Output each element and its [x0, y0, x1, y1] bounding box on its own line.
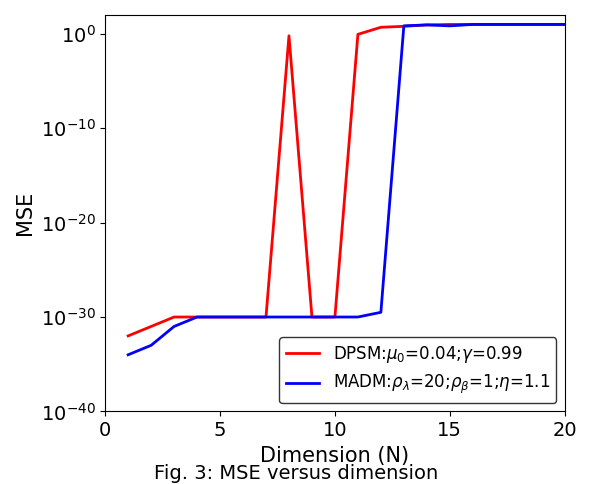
- Line: MADM:$\rho_\lambda$=20;$\rho_\beta$=1;$\eta$=1.1: MADM:$\rho_\lambda$=20;$\rho_\beta$=1;$\…: [128, 24, 565, 355]
- MADM:$\rho_\lambda$=20;$\rho_\beta$=1;$\eta$=1.1: [194, 314, 201, 320]
- DPSM:$\mu_0$=0.04;$\gamma$=0.99: [423, 22, 430, 28]
- MADM:$\rho_\lambda$=20;$\rho_\beta$=1;$\eta$=1.1: [492, 21, 499, 27]
- DPSM:$\mu_0$=0.04;$\gamma$=0.99: [308, 314, 316, 320]
- MADM:$\rho_\lambda$=20;$\rho_\beta$=1;$\eta$=1.1: [124, 352, 131, 358]
- DPSM:$\mu_0$=0.04;$\gamma$=0.99: [561, 21, 568, 27]
- DPSM:$\mu_0$=0.04;$\gamma$=0.99: [515, 21, 522, 27]
- DPSM:$\mu_0$=0.04;$\gamma$=0.99: [170, 314, 178, 320]
- DPSM:$\mu_0$=0.04;$\gamma$=0.99: [355, 31, 362, 37]
- DPSM:$\mu_0$=0.04;$\gamma$=0.99: [332, 314, 339, 320]
- DPSM:$\mu_0$=0.04;$\gamma$=0.99: [285, 33, 292, 39]
- DPSM:$\mu_0$=0.04;$\gamma$=0.99: [400, 23, 407, 29]
- MADM:$\rho_\lambda$=20;$\rho_\beta$=1;$\eta$=1.1: [332, 314, 339, 320]
- DPSM:$\mu_0$=0.04;$\gamma$=0.99: [469, 21, 477, 27]
- X-axis label: Dimension (N): Dimension (N): [260, 446, 410, 466]
- MADM:$\rho_\lambda$=20;$\rho_\beta$=1;$\eta$=1.1: [561, 21, 568, 27]
- MADM:$\rho_\lambda$=20;$\rho_\beta$=1;$\eta$=1.1: [423, 22, 430, 28]
- MADM:$\rho_\lambda$=20;$\rho_\beta$=1;$\eta$=1.1: [538, 21, 545, 27]
- MADM:$\rho_\lambda$=20;$\rho_\beta$=1;$\eta$=1.1: [239, 314, 246, 320]
- MADM:$\rho_\lambda$=20;$\rho_\beta$=1;$\eta$=1.1: [308, 314, 316, 320]
- MADM:$\rho_\lambda$=20;$\rho_\beta$=1;$\eta$=1.1: [469, 21, 477, 27]
- MADM:$\rho_\lambda$=20;$\rho_\beta$=1;$\eta$=1.1: [377, 309, 384, 315]
- Y-axis label: MSE: MSE: [15, 191, 35, 235]
- DPSM:$\mu_0$=0.04;$\gamma$=0.99: [446, 21, 453, 27]
- MADM:$\rho_\lambda$=20;$\rho_\beta$=1;$\eta$=1.1: [170, 323, 178, 329]
- Line: DPSM:$\mu_0$=0.04;$\gamma$=0.99: DPSM:$\mu_0$=0.04;$\gamma$=0.99: [128, 24, 565, 336]
- DPSM:$\mu_0$=0.04;$\gamma$=0.99: [239, 314, 246, 320]
- DPSM:$\mu_0$=0.04;$\gamma$=0.99: [538, 21, 545, 27]
- MADM:$\rho_\lambda$=20;$\rho_\beta$=1;$\eta$=1.1: [147, 342, 155, 348]
- MADM:$\rho_\lambda$=20;$\rho_\beta$=1;$\eta$=1.1: [262, 314, 269, 320]
- DPSM:$\mu_0$=0.04;$\gamma$=0.99: [124, 333, 131, 339]
- DPSM:$\mu_0$=0.04;$\gamma$=0.99: [217, 314, 224, 320]
- DPSM:$\mu_0$=0.04;$\gamma$=0.99: [492, 21, 499, 27]
- MADM:$\rho_\lambda$=20;$\rho_\beta$=1;$\eta$=1.1: [217, 314, 224, 320]
- MADM:$\rho_\lambda$=20;$\rho_\beta$=1;$\eta$=1.1: [515, 21, 522, 27]
- Legend: DPSM:$\mu_0$=0.04;$\gamma$=0.99, MADM:$\rho_\lambda$=20;$\rho_\beta$=1;$\eta$=1.: DPSM:$\mu_0$=0.04;$\gamma$=0.99, MADM:$\…: [279, 337, 556, 403]
- MADM:$\rho_\lambda$=20;$\rho_\beta$=1;$\eta$=1.1: [446, 23, 453, 29]
- DPSM:$\mu_0$=0.04;$\gamma$=0.99: [262, 314, 269, 320]
- DPSM:$\mu_0$=0.04;$\gamma$=0.99: [377, 24, 384, 30]
- MADM:$\rho_\lambda$=20;$\rho_\beta$=1;$\eta$=1.1: [400, 23, 407, 29]
- MADM:$\rho_\lambda$=20;$\rho_\beta$=1;$\eta$=1.1: [285, 314, 292, 320]
- Text: Fig. 3: MSE versus dimension: Fig. 3: MSE versus dimension: [154, 464, 438, 483]
- DPSM:$\mu_0$=0.04;$\gamma$=0.99: [194, 314, 201, 320]
- MADM:$\rho_\lambda$=20;$\rho_\beta$=1;$\eta$=1.1: [355, 314, 362, 320]
- DPSM:$\mu_0$=0.04;$\gamma$=0.99: [147, 323, 155, 329]
